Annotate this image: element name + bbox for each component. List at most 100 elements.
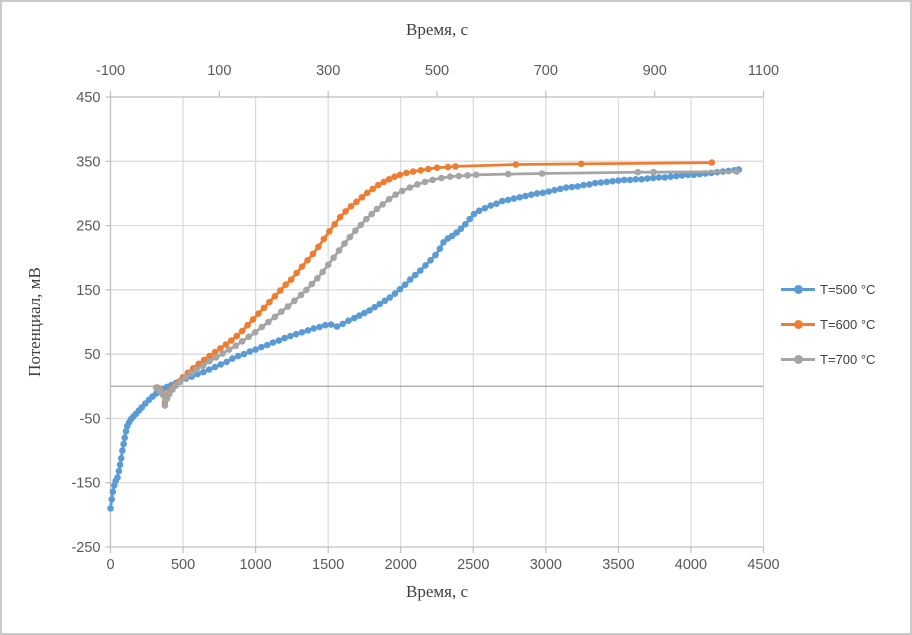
series-marker-t500	[396, 285, 404, 293]
series-marker-t500	[453, 229, 460, 236]
series-marker-t500	[510, 195, 518, 202]
series-marker-t600	[233, 332, 240, 340]
top-tick-label: 700	[534, 63, 558, 79]
series-marker-t700	[308, 280, 316, 288]
series-marker-t500	[609, 177, 616, 185]
series-marker-t700	[335, 247, 343, 254]
series-marker-t600	[403, 169, 410, 177]
series-marker-t600	[364, 189, 371, 197]
series-marker-t500	[339, 320, 347, 328]
series-marker-t500	[504, 196, 512, 204]
series-marker-t600	[433, 164, 441, 171]
series-marker-t600	[353, 198, 360, 206]
series-marker-t500	[281, 334, 288, 342]
series-marker-t500	[327, 321, 335, 328]
series-marker-t500	[661, 174, 669, 181]
y-tick-label: -250	[71, 540, 100, 556]
series-marker-t600	[577, 160, 585, 168]
series-marker-t700	[421, 178, 429, 186]
series-marker-t600	[293, 269, 300, 277]
legend-label-t600: T=600 °C	[820, 317, 876, 332]
series-marker-t700	[176, 378, 184, 386]
series-marker-t600	[320, 235, 328, 243]
series-marker-t700	[225, 346, 233, 353]
series-marker-t500	[391, 290, 399, 298]
series-marker-t600	[249, 316, 257, 323]
series-marker-t500	[121, 434, 128, 442]
series-marker-t600	[708, 159, 716, 166]
series-marker-t500	[401, 281, 409, 289]
series-line-t600	[155, 161, 714, 404]
series-marker-t600	[304, 257, 311, 264]
legend-label-t500: T=500 °C	[820, 282, 876, 297]
series-marker-t700	[368, 210, 376, 218]
series-marker-t700	[219, 350, 226, 357]
series-marker-t600	[358, 194, 366, 201]
series-marker-t700	[538, 170, 546, 177]
series-marker-t500	[436, 245, 444, 252]
series-marker-t500	[304, 327, 312, 334]
series-marker-t500	[422, 262, 429, 269]
series-marker-t500	[597, 179, 605, 186]
series-marker-t500	[376, 300, 384, 308]
series-marker-t600	[512, 161, 520, 168]
series-marker-t500	[522, 192, 529, 200]
series-marker-t500	[205, 366, 213, 373]
series-marker-t700	[472, 171, 480, 179]
series-marker-t700	[303, 286, 310, 294]
y-tick-label: 250	[76, 219, 100, 235]
series-marker-t500	[411, 271, 419, 279]
series-marker-t500	[586, 181, 593, 188]
series-marker-t500	[568, 183, 576, 191]
series-marker-t500	[655, 174, 663, 181]
legend: T=500 °C T=600 °C T=700 °C	[781, 272, 906, 377]
series-marker-t500	[528, 191, 535, 198]
series-marker-t700	[398, 187, 406, 195]
series-marker-t500	[316, 323, 323, 331]
series-marker-t600	[444, 163, 452, 171]
series-marker-t700	[193, 366, 200, 373]
legend-marker-t500	[781, 285, 815, 294]
series-marker-t500	[620, 176, 628, 184]
series-marker-t500	[632, 176, 640, 183]
series-marker-t600	[260, 304, 268, 312]
top-tick-label: 100	[207, 63, 231, 79]
series-marker-t500	[120, 440, 127, 448]
top-tick-label: 1100	[748, 63, 779, 79]
series-marker-t700	[314, 275, 321, 282]
series-marker-t700	[438, 174, 445, 182]
series-marker-t700	[238, 338, 246, 345]
series-marker-t500	[229, 355, 236, 362]
series-marker-t700	[278, 308, 285, 316]
series-marker-t600	[425, 165, 432, 173]
series-marker-t700	[182, 374, 189, 381]
series-marker-t700	[199, 362, 207, 370]
series-marker-t600	[452, 163, 459, 170]
bottom-tick-label: 1500	[312, 557, 344, 573]
series-marker-t500	[107, 505, 114, 512]
series-marker-t600	[282, 281, 290, 289]
series-marker-t500	[626, 176, 634, 184]
series-marker-t500	[557, 185, 564, 193]
series-marker-t500	[386, 294, 394, 301]
series-marker-t700	[265, 318, 272, 326]
series-marker-t500	[667, 173, 674, 180]
series-marker-t500	[580, 181, 587, 189]
y-tick-label: 350	[76, 154, 100, 170]
series-marker-t600	[217, 345, 224, 352]
series-marker-t700	[232, 342, 239, 350]
series-marker-t700	[291, 297, 298, 305]
series-marker-t500	[533, 190, 541, 197]
series-marker-t700	[251, 329, 259, 336]
series-marker-t500	[615, 177, 622, 184]
series-marker-t500	[678, 172, 686, 179]
series-marker-t500	[211, 363, 219, 371]
series-marker-t500	[310, 325, 318, 332]
series-marker-t700	[392, 191, 399, 198]
series-marker-t700	[733, 168, 741, 175]
series-marker-t700	[346, 233, 354, 241]
series-marker-t500	[345, 317, 352, 325]
series-marker-t600	[206, 352, 213, 360]
series-marker-t500	[462, 221, 469, 228]
series-marker-t500	[644, 175, 651, 182]
